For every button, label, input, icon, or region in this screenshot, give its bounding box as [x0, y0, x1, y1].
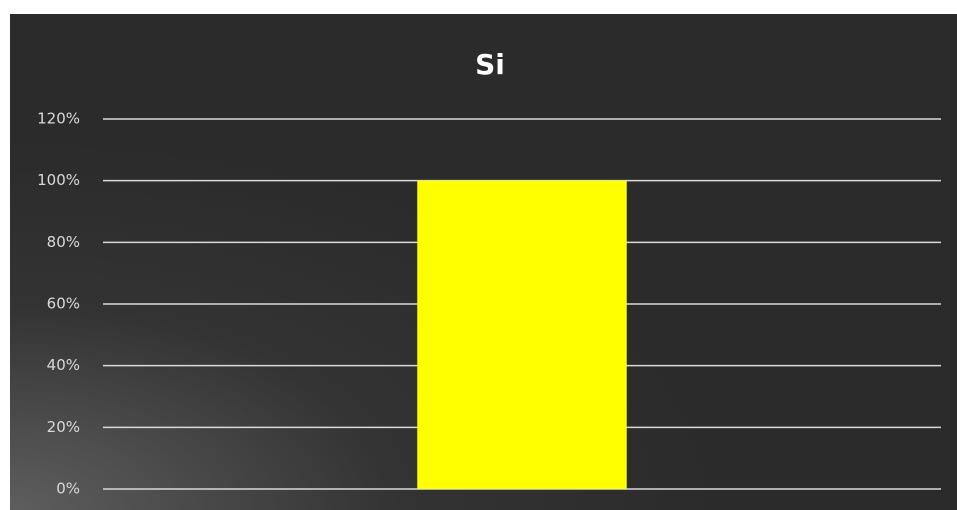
y-tick-label: 80%: [47, 233, 80, 251]
bar: [417, 180, 627, 489]
chart-title: Si: [475, 48, 505, 81]
y-tick-label: 120%: [37, 110, 80, 128]
y-tick-label: 60%: [47, 295, 80, 313]
y-tick-label: 100%: [37, 171, 80, 189]
y-tick-label: 0%: [56, 480, 80, 498]
y-tick-label: 40%: [47, 356, 80, 374]
y-tick-label: 20%: [47, 418, 80, 436]
